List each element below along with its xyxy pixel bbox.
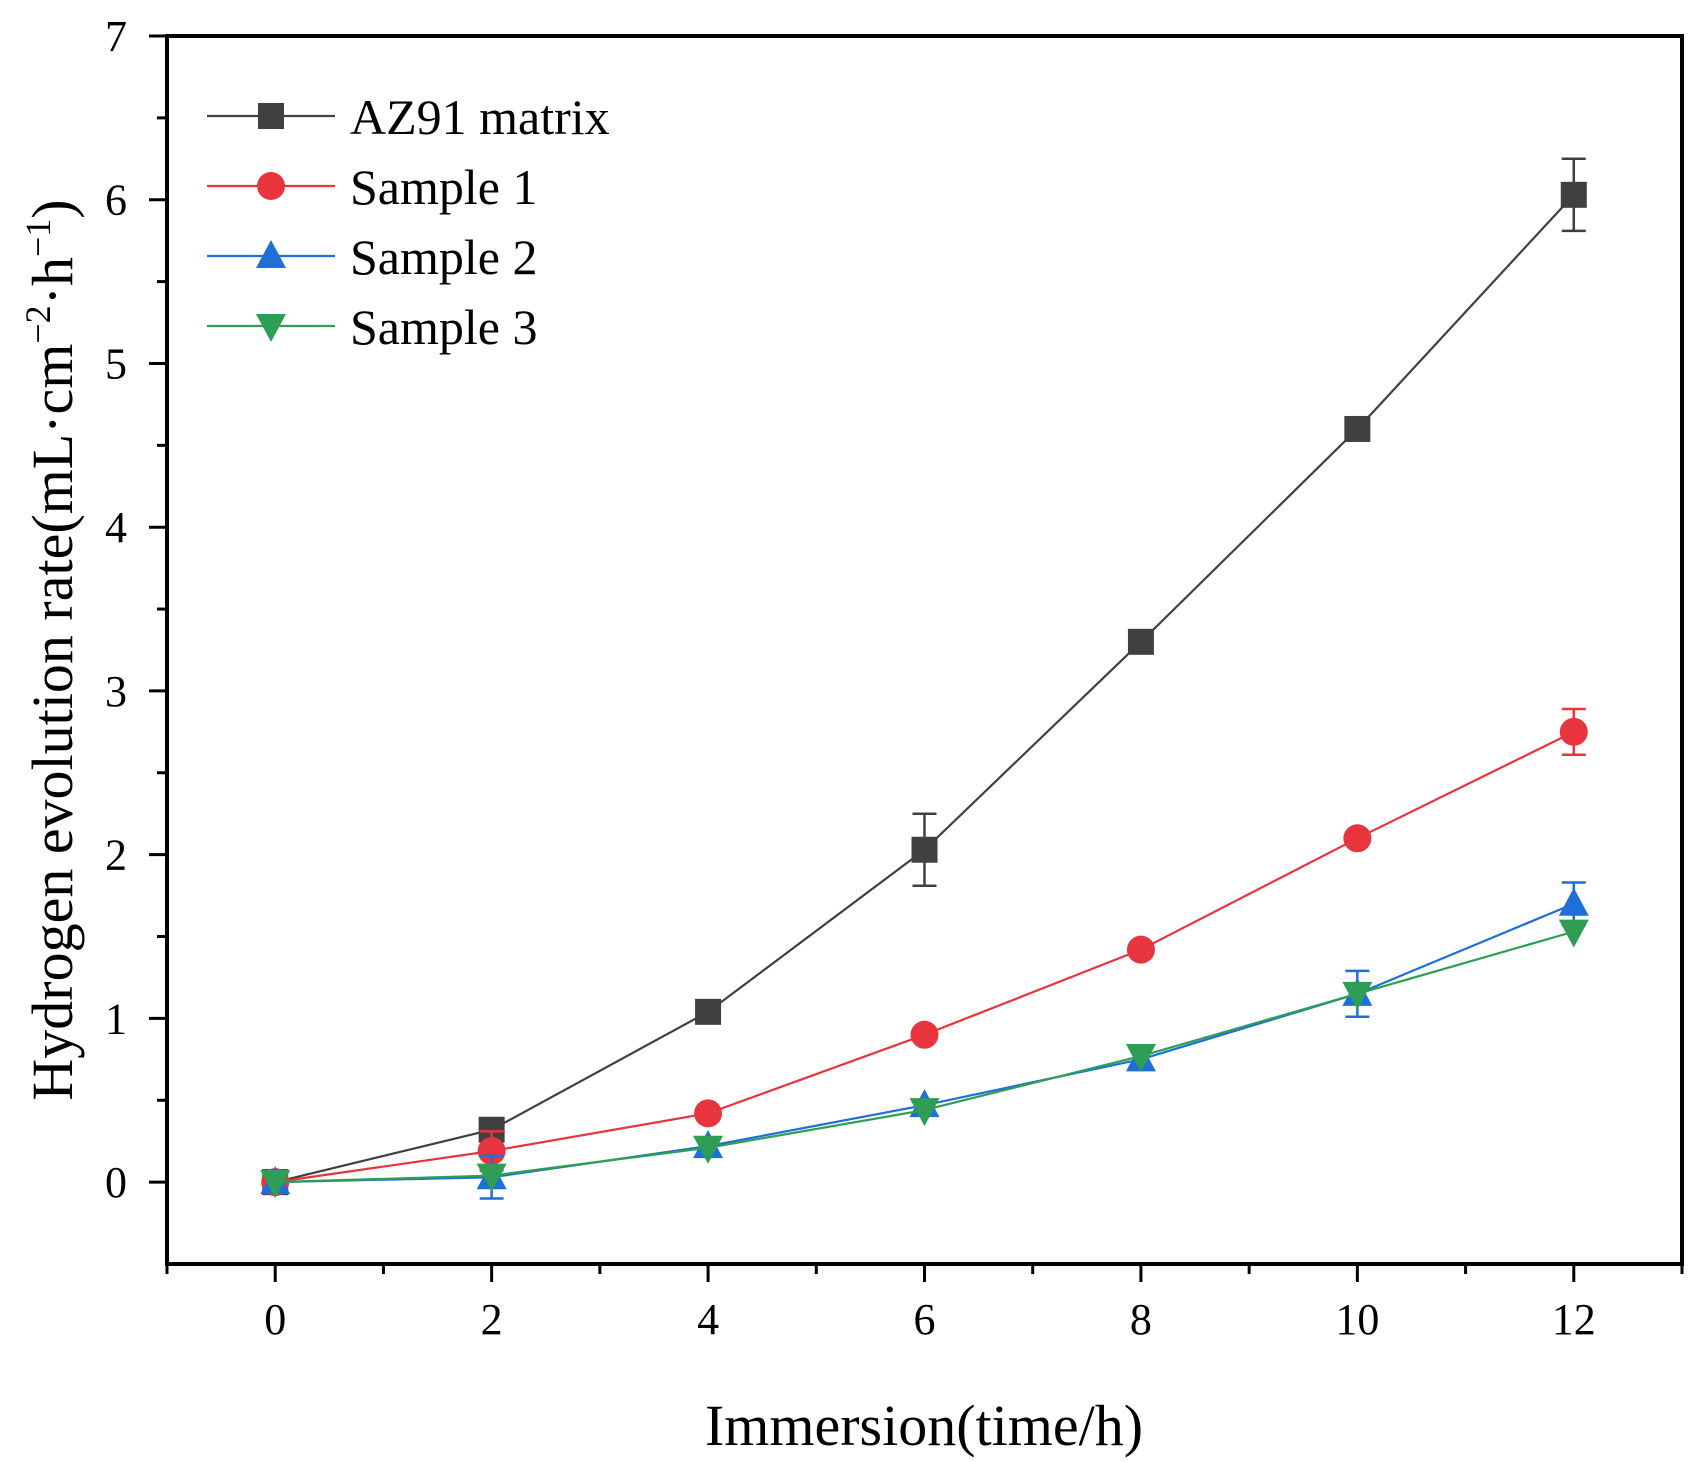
x-tick-label: 4 [697, 1295, 719, 1344]
data-point [476, 1163, 507, 1192]
y-axis-label-end: ) [20, 199, 85, 218]
data-point [1126, 935, 1155, 964]
y-axis-label-sup2: −1 [18, 219, 58, 257]
legend-entry: Sample 2 [207, 229, 537, 285]
data-point [694, 1099, 723, 1128]
plot-frame [165, 34, 1684, 1266]
y-tick-label: 1 [105, 994, 127, 1043]
data-point [1558, 887, 1589, 916]
x-tick-label: 8 [1130, 1295, 1152, 1344]
data-point [1344, 415, 1371, 442]
data-point [695, 998, 722, 1025]
data-point [260, 1170, 291, 1199]
series-line [275, 930, 1575, 1184]
data-point [1343, 824, 1372, 853]
legend-entry: Sample 3 [207, 299, 537, 355]
series-3 [260, 919, 1589, 1199]
x-axis-label: Immersion(time/h) [705, 1393, 1143, 1458]
data-point [1560, 181, 1587, 208]
data-point [1558, 919, 1589, 948]
data-point [693, 1135, 724, 1164]
legend-label: Sample 1 [350, 159, 537, 215]
y-tick-label: 5 [105, 339, 127, 388]
y-axis-label: Hydrogen evolution rate(mL·cm−2·h−1) [18, 199, 85, 1100]
data-point [1125, 1044, 1156, 1073]
y-axis-label-sup1: −2 [18, 305, 58, 343]
data-point [909, 1098, 940, 1127]
legend-label: AZ91 matrix [350, 89, 610, 145]
data-point [910, 1020, 939, 1049]
y-tick-label: 7 [105, 12, 127, 61]
y-tick-label: 0 [105, 1158, 127, 1207]
y-tick-label: 6 [105, 176, 127, 225]
data-point [911, 836, 938, 863]
legend-label: Sample 2 [350, 229, 537, 285]
x-tick-label: 12 [1552, 1295, 1596, 1344]
x-tick-label: 6 [914, 1295, 936, 1344]
legend-label: Sample 3 [350, 299, 537, 355]
y-tick-label: 3 [105, 667, 127, 716]
x-tick-label: 10 [1335, 1295, 1379, 1344]
data-point [477, 1137, 506, 1166]
legend-marker [257, 172, 285, 200]
y-tick-label: 4 [105, 503, 127, 552]
legend-marker [256, 240, 286, 268]
y-tick-label: 2 [105, 831, 127, 880]
x-tick-label: 0 [264, 1295, 286, 1344]
legend-entry: Sample 1 [207, 159, 537, 215]
y-axis-label-mid: ·h [20, 257, 85, 305]
x-tick-label: 2 [481, 1295, 503, 1344]
y-axis-label-main: Hydrogen evolution rate(mL·cm [20, 344, 85, 1101]
legend-entry: AZ91 matrix [207, 89, 610, 145]
data-point [1342, 981, 1373, 1010]
legend-marker [256, 314, 286, 342]
data-point [1127, 628, 1154, 655]
legend-marker [258, 103, 284, 129]
data-point [1559, 717, 1588, 746]
